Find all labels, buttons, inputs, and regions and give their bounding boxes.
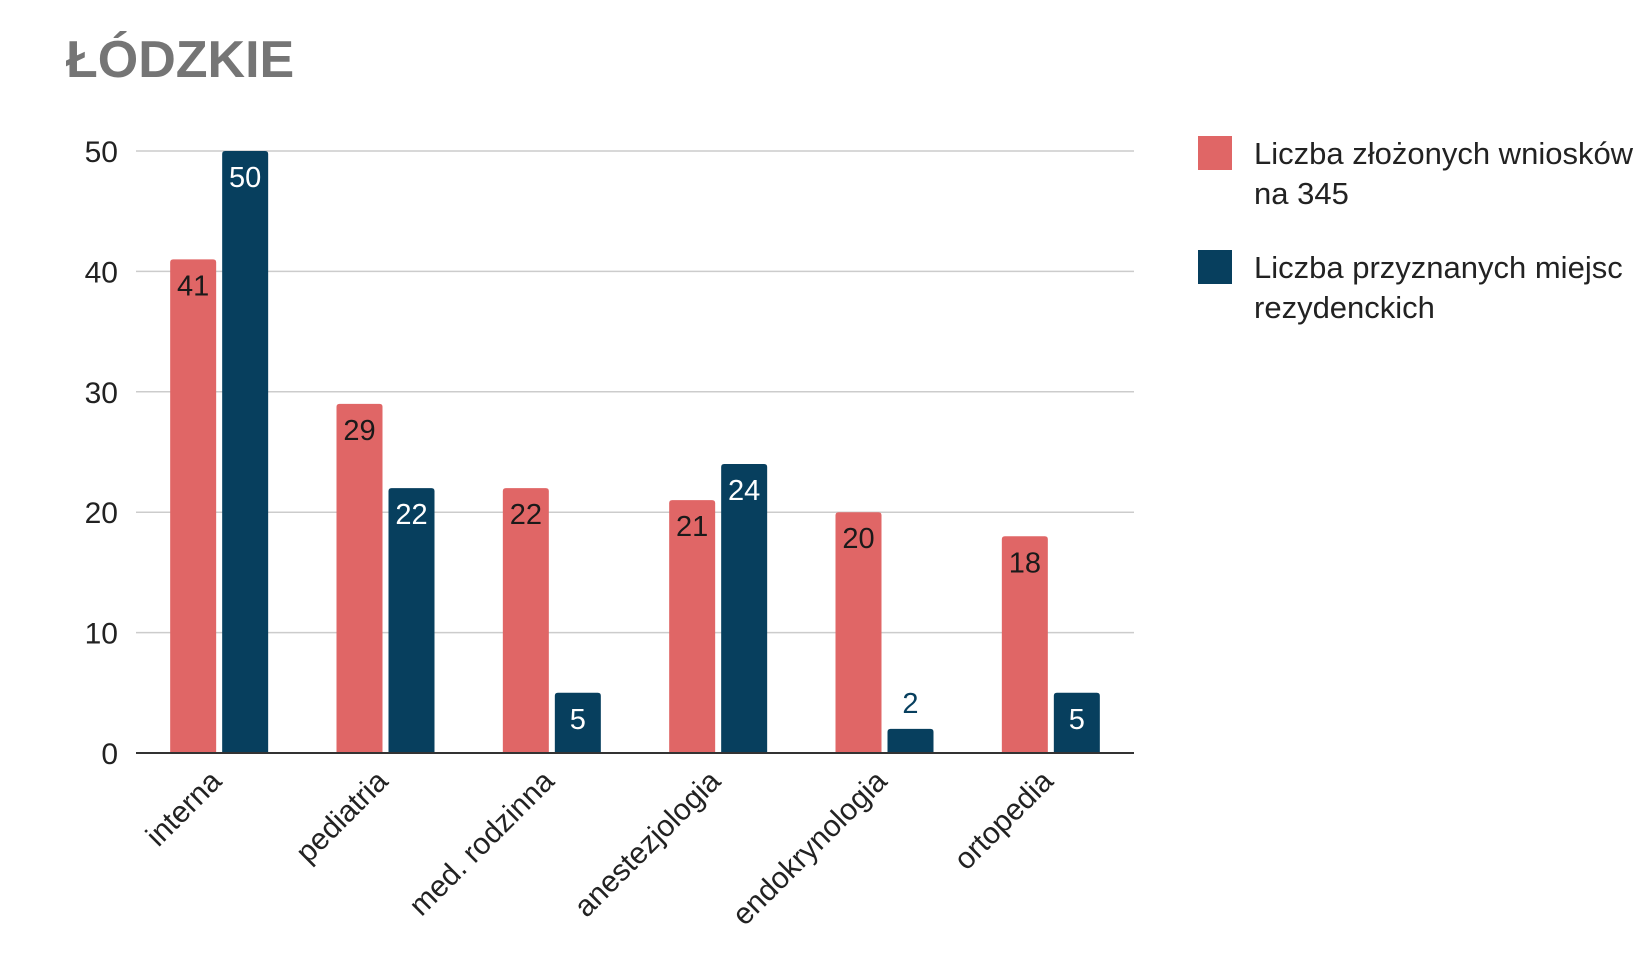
data-label: 18: [1009, 547, 1041, 579]
y-tick-label: 40: [85, 256, 118, 289]
legend-item-granted: Liczba przyznanych miejsc rezydenckich: [1198, 248, 1638, 328]
bar-granted: [1053, 692, 1100, 753]
gridlines: [136, 150, 1134, 634]
x-tick-label: ortopedia: [948, 764, 1060, 876]
y-axis: 0 10 20 30 40 50: [85, 136, 118, 771]
x-tick-label: endokrynologia: [726, 764, 893, 931]
bar-granted: [554, 692, 601, 753]
y-tick-label: 20: [85, 497, 118, 530]
legend-label-submitted: Liczba złożonych wniosków na 345: [1254, 136, 1634, 211]
y-tick-label: 30: [85, 377, 118, 410]
legend-swatch-submitted: [1198, 136, 1232, 170]
legend: Liczba złożonych wniosków na 345 Liczba …: [1198, 134, 1638, 362]
bar-submitted: [336, 403, 383, 753]
legend-label-granted: Liczba przyznanych miejsc rezydenckich: [1254, 250, 1623, 325]
bar-granted: [222, 151, 269, 753]
bar-submitted: [669, 500, 716, 753]
chart-title: ŁÓDZKIE: [66, 31, 295, 89]
data-label: 22: [510, 499, 542, 531]
data-label: 2: [902, 688, 918, 720]
data-label: 21: [676, 511, 708, 543]
bars: 41 50 29 22 22 5 21 24 20 2 18 5: [170, 151, 1100, 753]
bar-submitted: [502, 488, 549, 753]
x-tick-label: med. rodzinna: [403, 764, 561, 922]
y-tick-label: 0: [101, 738, 118, 771]
data-label: 24: [728, 475, 760, 507]
x-axis: interna pediatria med. rodzinna anestezjolo…: [136, 752, 1134, 932]
bar-submitted: [835, 512, 882, 753]
y-tick-label: 10: [85, 618, 118, 651]
bar-submitted: [170, 259, 217, 753]
x-tick-label: anestezjologia: [568, 764, 727, 923]
x-tick-label: pediatria: [290, 764, 395, 869]
data-label: 50: [229, 162, 261, 194]
bar-granted: [721, 464, 768, 753]
legend-item-submitted: Liczba złożonych wniosków na 345: [1198, 134, 1638, 214]
bar-submitted: [1001, 536, 1048, 753]
bar-granted: [887, 728, 934, 753]
bar-granted: [388, 488, 435, 753]
data-label: 29: [343, 415, 375, 447]
legend-swatch-granted: [1198, 250, 1232, 284]
data-label: 20: [842, 523, 874, 555]
data-label: 22: [395, 499, 427, 531]
data-label: 41: [177, 270, 209, 302]
data-label: 5: [570, 704, 586, 736]
y-tick-label: 50: [85, 136, 118, 169]
x-tick-label: interna: [140, 764, 228, 852]
data-label: 5: [1069, 704, 1085, 736]
